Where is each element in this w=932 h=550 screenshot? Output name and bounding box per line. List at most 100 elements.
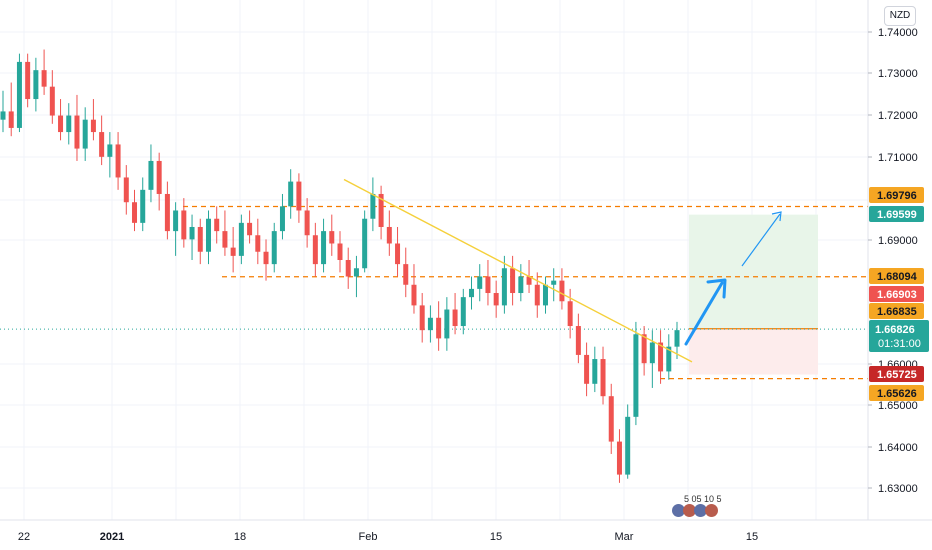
candle-body <box>222 231 228 248</box>
candle-body <box>542 284 548 306</box>
candle-body <box>534 284 540 306</box>
candle-body <box>337 243 343 260</box>
candle-body <box>148 160 154 190</box>
currency-label: NZD <box>889 10 911 21</box>
projection-arrows[interactable] <box>684 211 782 346</box>
candle-body <box>205 218 211 252</box>
y-tick-label: 1.65000 <box>878 400 918 412</box>
candle-body <box>386 226 392 244</box>
candle-body <box>329 231 335 244</box>
candle-body <box>460 297 466 327</box>
event-icon <box>683 504 696 517</box>
candle-body <box>271 231 277 265</box>
risk-zone <box>689 328 818 375</box>
trendline[interactable] <box>343 178 693 363</box>
price-tag <box>869 187 924 203</box>
candle-body <box>649 342 655 364</box>
candle-body <box>658 342 664 372</box>
candle-body <box>99 132 105 157</box>
price-tag-label: 1.69796 <box>877 190 917 202</box>
candle-body <box>156 160 162 194</box>
y-tick-label: 1.63000 <box>878 483 918 495</box>
candle-body <box>123 177 129 203</box>
support-resistance-levels <box>0 205 868 380</box>
candle-body <box>66 115 72 133</box>
candle-body <box>444 309 450 339</box>
candle-body <box>518 276 524 294</box>
candle-body <box>189 226 195 240</box>
thin-arrow-head <box>771 211 782 222</box>
candle-body <box>419 305 425 331</box>
price-tag <box>869 303 924 319</box>
candle-body <box>304 210 310 236</box>
price-tag-label: 1.69599 <box>877 209 917 221</box>
thin-arrow-shaft <box>741 213 781 267</box>
candle-body <box>551 280 557 285</box>
x-tick-label: 22 <box>18 531 30 543</box>
candle-body <box>559 280 565 302</box>
candle-body <box>0 111 6 120</box>
candle-body <box>501 268 507 306</box>
candle-body <box>312 235 318 265</box>
y-tick-label: 1.74000 <box>878 27 918 39</box>
time-axis[interactable]: 22 2021 18 Feb 15 Mar 15 <box>0 519 932 543</box>
y-tick-label: 1.71000 <box>878 152 918 164</box>
candle-body <box>575 326 581 355</box>
countdown-label: 01:31:00 <box>878 338 921 350</box>
candle-body <box>164 193 170 232</box>
candle-body <box>49 86 55 116</box>
candle-body <box>16 61 22 128</box>
candle-body <box>255 235 261 252</box>
grid-lines <box>0 0 868 520</box>
price-tag <box>869 206 924 222</box>
price-tag <box>869 286 924 302</box>
current-price-label: 1.66826 <box>875 324 915 336</box>
candle-body <box>132 202 138 223</box>
candle-body <box>247 222 253 236</box>
candle-body <box>181 210 187 240</box>
price-axis[interactable]: 1.740001.730001.720001.710001.690001.660… <box>867 0 918 520</box>
candle-body <box>370 193 376 219</box>
y-tick-label: 1.72000 <box>878 110 918 122</box>
price-tag-label: 1.66835 <box>877 306 917 318</box>
candle-body <box>395 243 401 265</box>
candle-body <box>567 301 573 327</box>
candle-body <box>616 441 622 475</box>
thick-arrow-shaft <box>684 281 724 346</box>
trendline-segment <box>343 178 693 363</box>
candle-body <box>197 226 203 252</box>
candle-body <box>263 251 269 265</box>
event-icon <box>705 504 718 517</box>
candle-body <box>173 210 179 232</box>
price-tag <box>869 268 924 284</box>
candle-body <box>469 288 475 298</box>
currency-badge[interactable]: NZD <box>884 6 916 26</box>
price-tag <box>869 385 924 401</box>
candle-body <box>427 317 433 331</box>
candle-body <box>485 276 491 294</box>
candle-body <box>452 309 458 327</box>
candle-body <box>477 276 483 289</box>
candle-body <box>436 317 442 339</box>
x-tick-label: 15 <box>490 531 502 543</box>
candle-body <box>633 334 639 417</box>
current-price-tag <box>869 320 929 352</box>
price-tag-label: 1.66903 <box>877 289 917 301</box>
candle-body <box>41 70 47 87</box>
candle-body <box>641 334 647 364</box>
y-tick-label: 1.64000 <box>878 442 918 454</box>
candle-body <box>666 346 672 372</box>
events-watermark[interactable]: 5 05 10 5 <box>670 494 726 518</box>
candle-body <box>279 206 285 232</box>
candle-body <box>608 396 614 442</box>
candle-body <box>230 247 236 256</box>
candle-body <box>526 276 532 285</box>
candle-body <box>296 181 302 211</box>
candle-body <box>403 264 409 285</box>
candle-body <box>493 293 499 306</box>
price-tags: 1.69796 1.69599 1.68094 1.66903 1.66835 1.657… <box>869 187 929 401</box>
candle-body <box>321 231 327 265</box>
candle-body <box>674 330 680 347</box>
